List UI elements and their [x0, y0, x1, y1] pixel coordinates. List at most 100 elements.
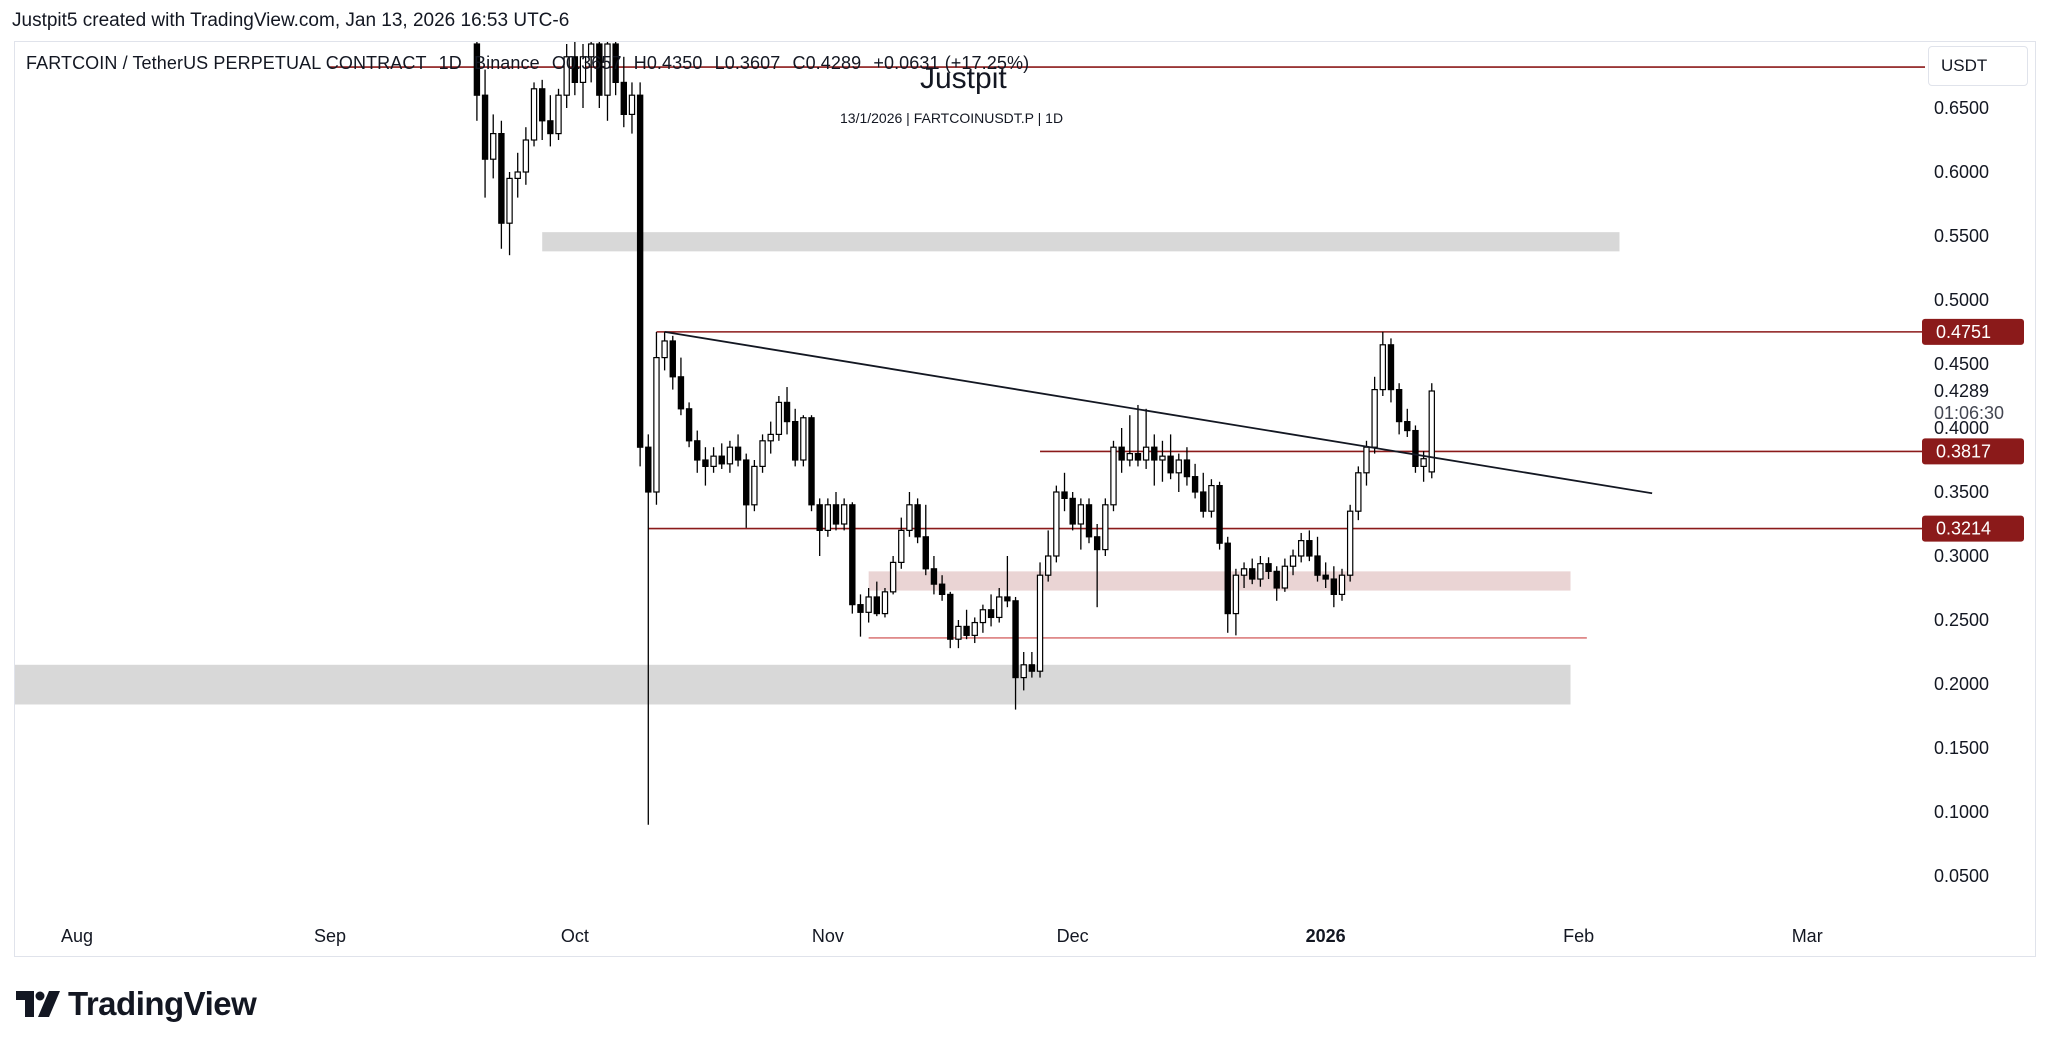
- candle-2025-11-03: [840, 498, 848, 531]
- symbol-name: FARTCOIN / TetherUS PERPETUAL CONTRACT: [26, 53, 427, 73]
- candle-body: [1093, 536, 1101, 551]
- candle-body: [1412, 429, 1419, 467]
- candle-body: [930, 568, 938, 585]
- candle-2025-11-23: [1004, 556, 1011, 608]
- candle-2026-01-12: [1412, 425, 1419, 473]
- candle-2026-01-08: [1379, 331, 1387, 396]
- candle-body: [514, 171, 521, 180]
- candle-body: [840, 504, 848, 525]
- currency-selector[interactable]: USDT: [1928, 46, 2028, 86]
- candle-body: [522, 139, 530, 173]
- candle-2025-11-17: [955, 620, 962, 649]
- candle-2025-09-22: [498, 120, 505, 249]
- tradingview-logo-icon: [16, 991, 60, 1017]
- candle-body: [1102, 504, 1109, 551]
- candle-body: [1249, 568, 1256, 580]
- price-badge-bg: [1922, 438, 2024, 465]
- candle-2025-12-01: [1069, 492, 1076, 531]
- candle-2025-12-27: [1281, 558, 1289, 592]
- candle-2026-01-01: [1322, 562, 1329, 588]
- candle-body: [506, 177, 513, 224]
- candle-body: [473, 43, 481, 96]
- candle-2025-10-12: [661, 331, 668, 371]
- candle-body: [547, 120, 554, 135]
- candle-body: [800, 417, 807, 461]
- candle-body: [1044, 555, 1052, 576]
- candle-2025-10-04: [596, 42, 603, 108]
- candle-body: [751, 465, 758, 506]
- price-tick-0.6000: 0.6000: [1934, 162, 1989, 182]
- candle-body: [1118, 446, 1125, 461]
- candle-2025-10-09: [636, 82, 644, 467]
- price-badge-text: 0.3817: [1936, 441, 1991, 461]
- candle-body: [832, 504, 840, 525]
- candle-body: [1004, 596, 1011, 602]
- price-badge-text: 0.3214: [1936, 519, 1991, 539]
- candle-2025-11-25: [1020, 652, 1027, 691]
- price-tick-0.0500: 0.0500: [1934, 866, 1989, 886]
- watermark-subtitle: 13/1/2026 | FARTCOINUSDT.P | 1D: [840, 110, 1064, 126]
- candle-2025-10-05: [604, 42, 611, 121]
- candle-body: [1371, 389, 1378, 448]
- candle-2025-10-10: [645, 434, 652, 825]
- price-tick-0.5500: 0.5500: [1934, 226, 1989, 246]
- candle-body: [1273, 570, 1280, 589]
- candle-body: [849, 504, 856, 606]
- candle-2025-10-14: [677, 357, 685, 416]
- chart-frame[interactable]: [14, 41, 2036, 957]
- candle-body: [661, 340, 668, 359]
- candle-body: [1289, 555, 1297, 567]
- candle-body: [857, 604, 864, 613]
- zone-rect-0: [542, 232, 1620, 252]
- candle-2026-01-05: [1355, 466, 1362, 521]
- candle-body: [669, 340, 676, 378]
- candle-body: [881, 591, 889, 615]
- candle-body: [481, 94, 489, 160]
- candle-body: [677, 376, 685, 410]
- candle-body: [1208, 485, 1215, 512]
- candle-2025-12-28: [1289, 549, 1297, 576]
- candle-2025-09-26: [530, 82, 538, 147]
- candle-body: [628, 94, 636, 115]
- candle-2025-12-21: [1232, 568, 1240, 636]
- candle-body: [604, 43, 611, 96]
- candle-2025-12-15: [1183, 447, 1191, 486]
- candle-body: [1265, 563, 1272, 572]
- price-tick-0.2000: 0.2000: [1934, 674, 1989, 694]
- candle-2025-11-09: [889, 556, 897, 595]
- candle-body: [767, 433, 774, 442]
- symbol-legend[interactable]: FARTCOIN / TetherUS PERPETUAL CONTRACT 1…: [26, 53, 1036, 74]
- candle-body: [1053, 491, 1060, 557]
- candle-body: [947, 593, 954, 640]
- candle-2025-10-08: [628, 82, 636, 134]
- candle-2025-12-17: [1200, 472, 1207, 518]
- candle-2025-09-23: [506, 172, 513, 256]
- candle-body: [1257, 563, 1264, 580]
- candle-body: [571, 56, 579, 83]
- candle-body: [726, 446, 734, 465]
- candle-2025-12-31: [1314, 536, 1321, 582]
- candle-2025-09-28: [547, 95, 554, 147]
- ohlc-open: O0.3657: [551, 53, 622, 73]
- candle-body: [898, 529, 905, 564]
- tradingview-logo-text: TradingView: [68, 985, 257, 1022]
- candle-2025-10-03: [587, 42, 595, 83]
- candle-2025-11-21: [987, 594, 995, 627]
- candle-body: [645, 446, 652, 493]
- candle-body: [1077, 504, 1085, 525]
- candle-2025-10-26: [775, 396, 783, 441]
- candle-2025-10-16: [694, 430, 701, 473]
- candle-body: [734, 446, 742, 461]
- candle-body: [1420, 458, 1427, 468]
- candle-body: [996, 596, 1003, 619]
- candle-2025-11-15: [938, 575, 946, 601]
- candle-2025-11-18: [963, 609, 970, 640]
- candle-body: [1355, 472, 1362, 512]
- candle-2025-11-16: [947, 591, 954, 649]
- candle-2025-10-01: [571, 42, 579, 96]
- candle-2026-01-04: [1346, 504, 1354, 582]
- candle-body: [1142, 446, 1150, 461]
- candle-body: [555, 94, 562, 135]
- candle-2025-10-27: [783, 387, 791, 435]
